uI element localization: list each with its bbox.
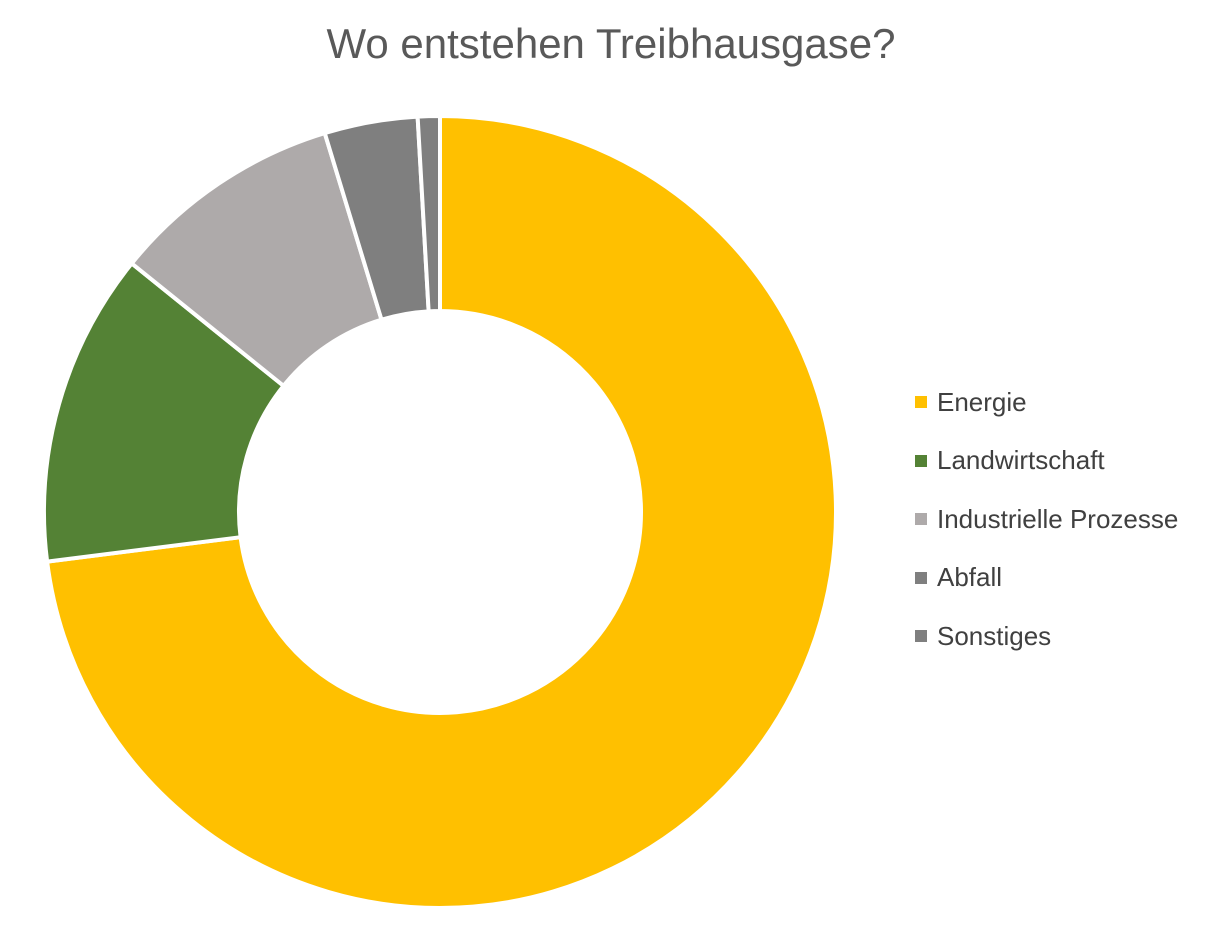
legend-label: Energie: [937, 386, 1027, 417]
donut-slice-sonstiges: [415, 114, 442, 314]
donut-chart: [42, 114, 838, 910]
legend-label: Sonstiges: [937, 620, 1052, 651]
legend-label: Abfall: [937, 562, 1003, 593]
donut-slice-energie: [45, 114, 838, 910]
legend-label: Landwirtschaft: [937, 445, 1105, 476]
legend-item: Energie: [915, 373, 1215, 432]
legend-item: Abfall: [915, 549, 1215, 608]
legend-swatch: [915, 513, 927, 526]
legend-label: Industrielle Prozesse: [937, 503, 1179, 534]
legend-swatch: [915, 396, 927, 409]
chart-title: Wo entstehen Treibhausgase?: [326, 20, 896, 67]
legend-item: Industrielle Prozesse: [915, 490, 1215, 549]
chart-legend: Energie Landwirtschaft Industrielle Prozes…: [915, 373, 1215, 666]
legend-item: Landwirtschaft: [915, 432, 1215, 491]
legend-swatch: [915, 630, 927, 643]
legend-item: Sonstiges: [915, 607, 1215, 666]
legend-swatch: [915, 454, 927, 467]
legend-swatch: [915, 571, 927, 584]
